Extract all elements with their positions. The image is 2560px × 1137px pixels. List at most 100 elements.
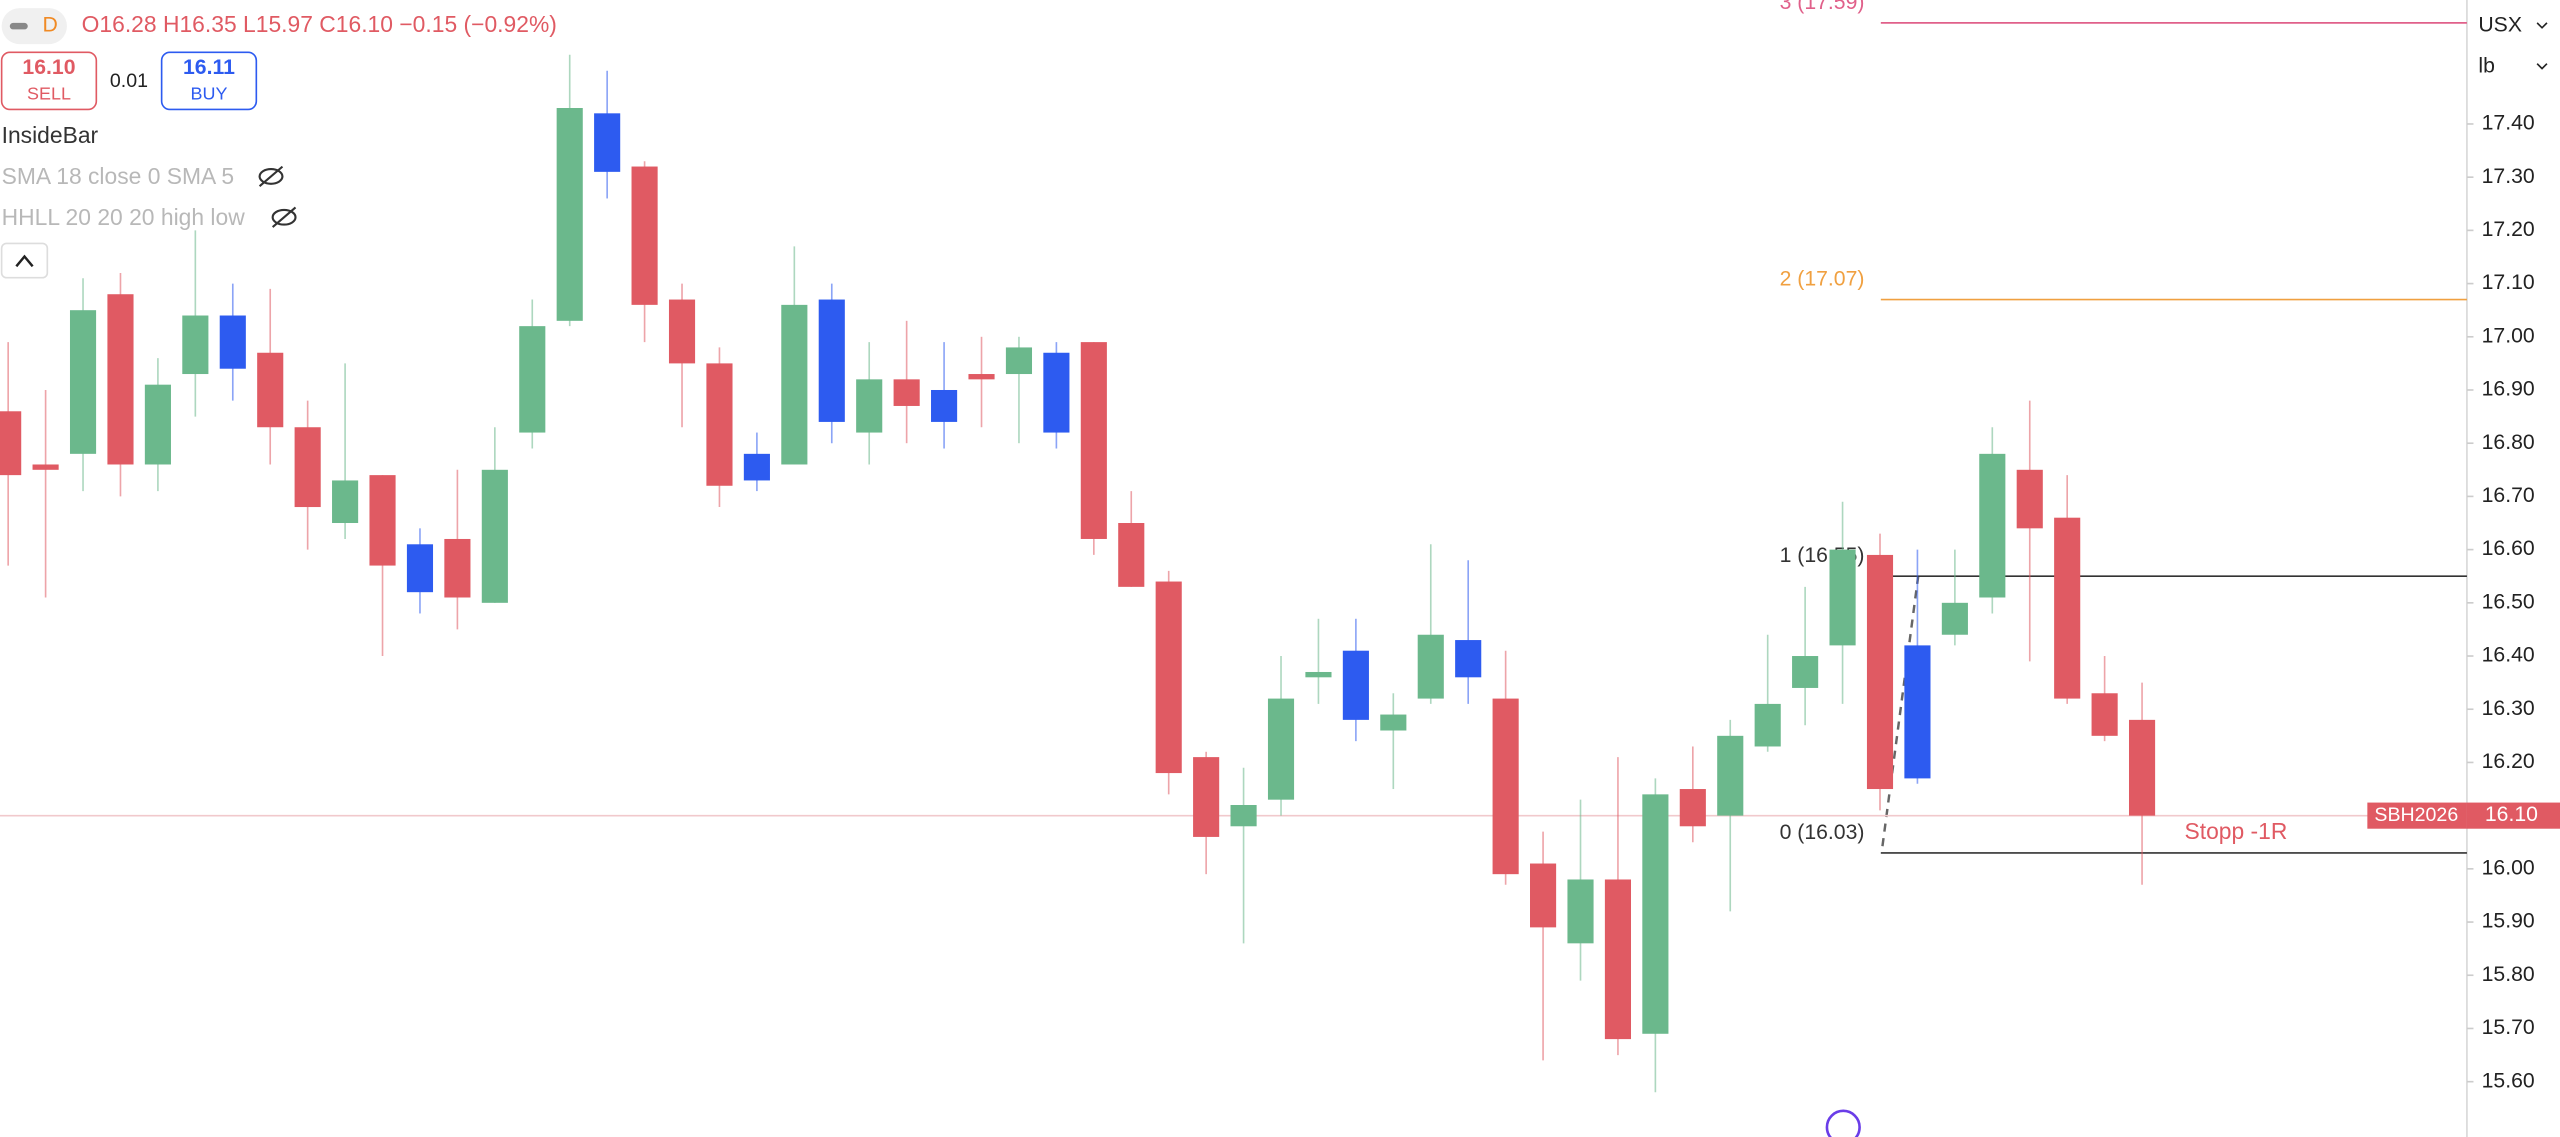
level-label: 3 (17.59) [1780, 0, 1865, 14]
open: O16.28 [82, 11, 157, 37]
candle-body [1043, 352, 1070, 433]
price-tag [2466, 802, 2560, 829]
candle-body [2054, 517, 2081, 699]
candle-body [818, 299, 845, 422]
candle-body [1005, 347, 1033, 375]
y-tick-label: 17.40 [2482, 112, 2535, 135]
unit[interactable]: lb [2478, 55, 2495, 78]
candle-body [2091, 693, 2118, 736]
candle-body [931, 389, 958, 422]
y-tick-label: 16.50 [2482, 590, 2535, 613]
dropdown-icon [2536, 63, 2548, 70]
candle-body [481, 469, 508, 603]
candle-body [1717, 735, 1744, 816]
indicator[interactable]: SMA 18 close 0 SMA 5 [2, 163, 234, 189]
y-tick-label: 17.10 [2482, 271, 2535, 294]
y-tick-label: 17.00 [2482, 324, 2535, 347]
y-tick-label: 16.80 [2482, 431, 2535, 454]
collapse-icon [15, 254, 34, 268]
sell-button[interactable] [0, 51, 98, 111]
candle-body [1155, 581, 1182, 774]
candle-body [219, 315, 246, 369]
buy-price: 16.11 [183, 56, 235, 79]
candle-body [32, 464, 59, 470]
candle-body [369, 475, 396, 566]
candle-body [1941, 602, 1968, 635]
level-label: 0 (16.03) [1780, 821, 1865, 844]
candle-body [1305, 671, 1332, 678]
candle-body [743, 453, 770, 481]
symbol-tag [2367, 802, 2467, 829]
replay-icon[interactable] [1825, 1109, 1861, 1137]
candle-body [1642, 794, 1669, 1034]
y-tick-label: 16.60 [2482, 537, 2535, 560]
candle-body [69, 310, 97, 454]
candle-body [1866, 554, 1894, 790]
y-tick-label: 15.70 [2482, 1016, 2535, 1039]
candle-body [1118, 523, 1145, 587]
y-tick-label: 16.30 [2482, 697, 2535, 720]
candle-body [893, 379, 920, 406]
candle-body [406, 544, 434, 593]
collapse-button[interactable] [0, 242, 49, 279]
candle-body [1530, 863, 1557, 928]
trend-line [1881, 574, 1920, 847]
candle-body [332, 480, 359, 524]
interval: D [42, 14, 57, 37]
candle-body [2128, 719, 2156, 816]
high: H16.35 [163, 11, 237, 37]
candle-body [556, 108, 583, 321]
candle-body [1979, 453, 2006, 598]
candle-body [1380, 714, 1407, 731]
indicator[interactable]: InsideBar [2, 122, 99, 148]
candle-body [107, 294, 134, 465]
candle-body [1230, 804, 1257, 827]
candle-body [1417, 634, 1444, 699]
candle-body [2016, 469, 2043, 529]
y-tick-label: 17.30 [2482, 165, 2535, 188]
annotation: Stopp -1R [2184, 818, 2287, 844]
low: L15.97 [243, 11, 313, 37]
dropdown-icon [2536, 22, 2548, 29]
change: −0.15 (−0.92%) [399, 11, 557, 37]
candle-body [182, 315, 209, 375]
y-tick-label: 15.90 [2482, 910, 2535, 933]
candle-body [1267, 698, 1295, 800]
y-tick-label: 16.90 [2482, 378, 2535, 401]
ohlc: O16.28 H16.35 L15.97 C16.10 −0.15 (−0.92… [82, 11, 557, 37]
y-tick-label: 16.00 [2482, 856, 2535, 879]
y-tick-label: 16.40 [2482, 644, 2535, 667]
candle-body [144, 384, 171, 465]
candle-body [706, 363, 733, 486]
candle-body [594, 113, 621, 172]
candle-body [968, 374, 995, 380]
y-tick-label: 17.20 [2482, 218, 2535, 241]
candle-body [1567, 879, 1594, 944]
candle-body [519, 326, 546, 433]
candle-body [444, 538, 471, 598]
candle-body [1455, 640, 1482, 678]
menu-icon [9, 22, 28, 30]
candle-body [781, 304, 808, 465]
candle-body [1193, 757, 1220, 837]
indicator[interactable]: HHLL 20 20 20 high low [2, 204, 246, 230]
buy-button[interactable] [160, 51, 258, 111]
candle-body [631, 166, 658, 305]
currency[interactable]: USX [2478, 14, 2522, 37]
sell-label: SELL [27, 83, 71, 103]
symbol-label: SBH2026 [2374, 804, 2458, 826]
level-label: 2 (17.07) [1780, 268, 1865, 291]
candle-body [1492, 698, 1519, 875]
candle-body [1792, 656, 1819, 688]
candle-body [1080, 342, 1107, 539]
candle-body [294, 427, 321, 508]
y-tick-label: 15.80 [2482, 963, 2535, 986]
buy-label: BUY [191, 83, 228, 103]
close: C16.10 [319, 11, 393, 37]
hidden-icons [258, 165, 297, 228]
header-pill[interactable] [1, 8, 67, 45]
candle-body [257, 352, 284, 428]
candle-body [1829, 549, 1856, 646]
candle-body [1342, 650, 1369, 720]
